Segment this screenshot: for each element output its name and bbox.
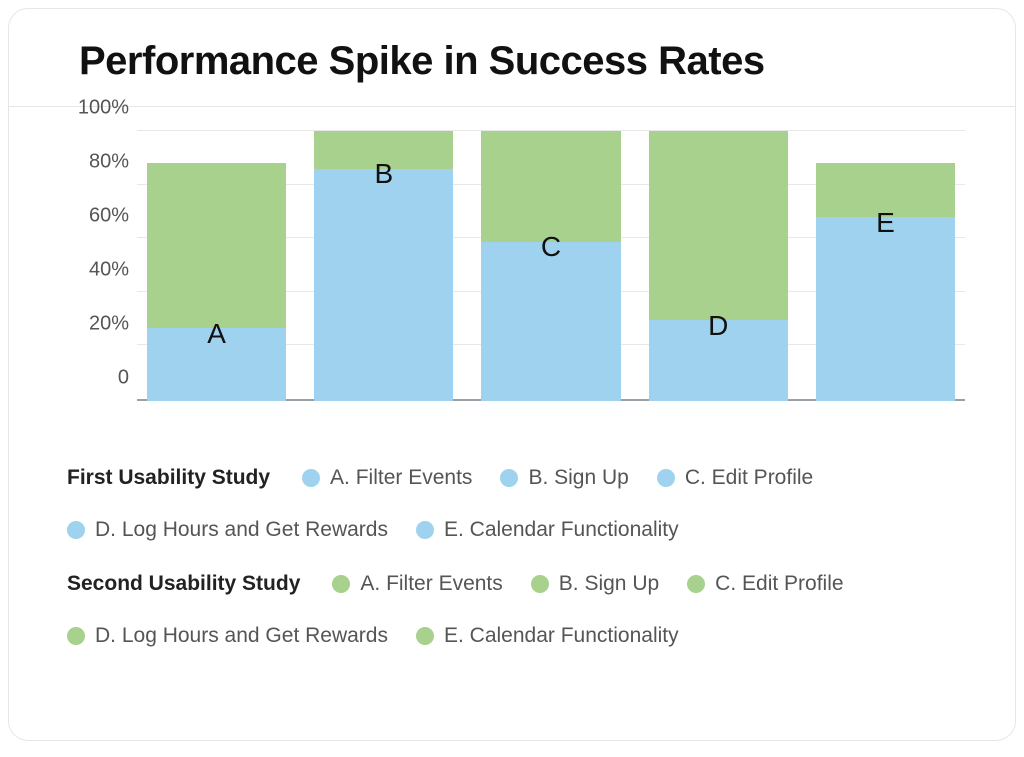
legend-item-label: E. Calendar Functionality <box>444 509 679 551</box>
legend-group: Second Usability Study A. Filter Events B.… <box>67 563 957 657</box>
legend-item: D. Log Hours and Get Rewards <box>67 615 388 657</box>
bar-segment-first <box>816 217 955 401</box>
bar-label: D <box>708 310 728 342</box>
legend-item: A. Filter Events <box>302 457 472 499</box>
bar-segment-second <box>147 163 286 328</box>
legend-group-title: Second Usability Study <box>67 563 300 605</box>
bar-stack <box>649 131 788 401</box>
bar-label: A <box>207 318 226 350</box>
chart-card: Performance Spike in Success Rates 0 20% 4… <box>8 8 1016 741</box>
legend-swatch-icon <box>67 521 85 539</box>
bar-segment-first <box>481 242 620 401</box>
plot-area: A B C D E <box>137 131 965 401</box>
bar-segment-first <box>314 169 453 401</box>
legend-group: First Usability Study A. Filter Events B. … <box>67 457 957 551</box>
y-tick: 0 <box>49 367 129 390</box>
bar-label: C <box>541 231 561 263</box>
bar-column-B: B <box>314 131 453 401</box>
bar-label: B <box>374 158 393 190</box>
legend-item: E. Calendar Functionality <box>416 615 679 657</box>
legend-swatch-icon <box>657 469 675 487</box>
legend-item: E. Calendar Functionality <box>416 509 679 551</box>
chart-title: Performance Spike in Success Rates <box>9 9 1015 106</box>
legend-swatch-icon <box>416 521 434 539</box>
legend-item: B. Sign Up <box>531 563 659 605</box>
legend-item: B. Sign Up <box>500 457 628 499</box>
legend-item-label: E. Calendar Functionality <box>444 615 679 657</box>
legend-swatch-icon <box>302 469 320 487</box>
legend-item: C. Edit Profile <box>687 563 843 605</box>
y-tick: 60% <box>49 205 129 228</box>
bar-column-A: A <box>147 131 286 401</box>
y-tick: 20% <box>49 313 129 336</box>
legend-item-label: B. Sign Up <box>559 563 659 605</box>
legend-swatch-icon <box>500 469 518 487</box>
legend-group-title: First Usability Study <box>67 457 270 499</box>
bar-label: E <box>876 207 895 239</box>
bar-column-E: E <box>816 131 955 401</box>
chart-wrap: 020%40%60%80%100% ABCDE <box>9 107 1015 431</box>
legend-item-label: C. Edit Profile <box>685 457 813 499</box>
legend-swatch-icon <box>687 575 705 593</box>
legend-line: Second Usability Study A. Filter Events B.… <box>67 563 957 657</box>
legend: First Usability Study A. Filter Events B. … <box>9 431 1015 657</box>
bar-stack <box>816 163 955 401</box>
y-tick: 100% <box>49 97 129 120</box>
y-tick: 80% <box>49 151 129 174</box>
legend-item-label: D. Log Hours and Get Rewards <box>95 509 388 551</box>
legend-swatch-icon <box>416 627 434 645</box>
bar-stack <box>481 131 620 401</box>
bar-segment-second <box>481 131 620 242</box>
bar-column-C: C <box>481 131 620 401</box>
legend-item: D. Log Hours and Get Rewards <box>67 509 388 551</box>
legend-swatch-icon <box>531 575 549 593</box>
legend-item-label: C. Edit Profile <box>715 563 843 605</box>
legend-item-label: A. Filter Events <box>330 457 472 499</box>
legend-item-label: B. Sign Up <box>528 457 628 499</box>
chart: 020%40%60%80%100% ABCDE <box>49 131 975 431</box>
bar-segment-second <box>649 131 788 320</box>
legend-item: C. Edit Profile <box>657 457 813 499</box>
legend-swatch-icon <box>67 627 85 645</box>
bar-column-D: D <box>649 131 788 401</box>
y-axis: 020%40%60%80%100% <box>49 131 137 401</box>
bar-stack <box>147 163 286 401</box>
legend-line: First Usability Study A. Filter Events B. … <box>67 457 957 551</box>
legend-item: A. Filter Events <box>332 563 502 605</box>
legend-item-label: A. Filter Events <box>360 563 502 605</box>
legend-item-label: D. Log Hours and Get Rewards <box>95 615 388 657</box>
legend-swatch-icon <box>332 575 350 593</box>
y-tick: 40% <box>49 259 129 282</box>
